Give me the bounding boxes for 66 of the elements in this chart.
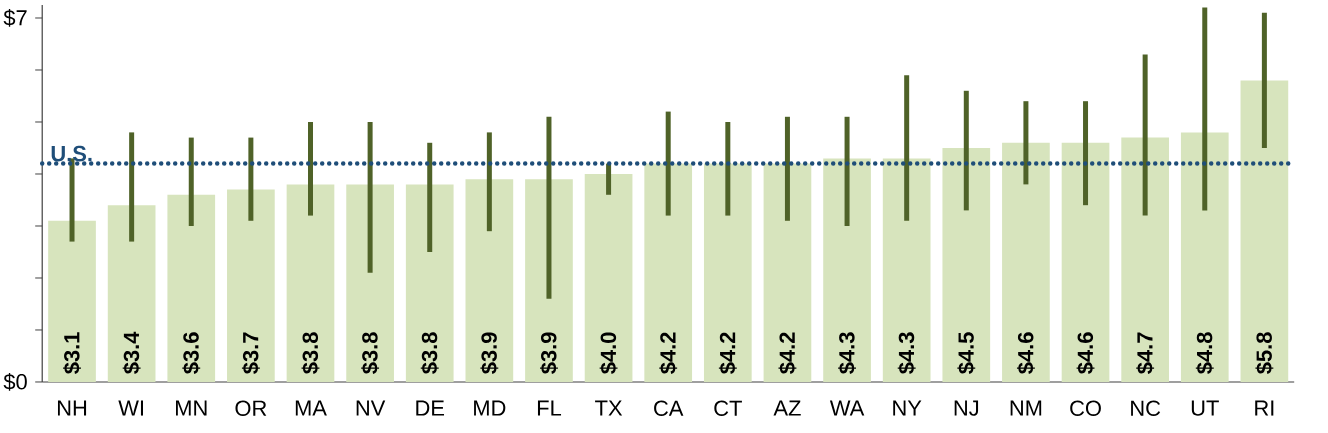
x-tick-label: NH bbox=[57, 400, 87, 416]
bar bbox=[465, 179, 514, 382]
bar bbox=[1240, 80, 1289, 382]
x-tick-label: MD bbox=[474, 400, 506, 416]
x-tick-label: MA bbox=[295, 400, 327, 416]
data-label: $3.8 bbox=[420, 332, 439, 374]
data-label: $4.2 bbox=[718, 332, 737, 374]
bar bbox=[525, 179, 573, 382]
x-tick-label: UT bbox=[1191, 400, 1219, 416]
x-tick-label: NV bbox=[356, 400, 386, 416]
x-tick-label: RI bbox=[1255, 400, 1274, 416]
x-tick-label: WA bbox=[829, 400, 865, 416]
bar bbox=[823, 158, 871, 382]
bar bbox=[107, 205, 156, 382]
data-label: $4.6 bbox=[1076, 332, 1095, 374]
x-tick-label: NJ bbox=[954, 400, 979, 416]
bar bbox=[1002, 142, 1050, 382]
data-label: $4.5 bbox=[957, 332, 976, 374]
x-tick-label: DE bbox=[416, 400, 445, 416]
y-tick-label: $0 bbox=[3, 373, 27, 391]
ref-line-label: U.S. bbox=[51, 145, 92, 162]
bar bbox=[286, 184, 335, 382]
x-tick-label: AZ bbox=[773, 400, 801, 416]
data-label: $3.1 bbox=[63, 332, 81, 374]
x-tick-label: NM bbox=[1010, 400, 1042, 416]
bar bbox=[48, 220, 96, 382]
bar bbox=[346, 184, 394, 382]
data-label: $5.8 bbox=[1255, 332, 1274, 374]
data-label: $3.9 bbox=[540, 332, 558, 374]
y-tick-label: $7 bbox=[3, 9, 27, 27]
x-tick-label: NC bbox=[1131, 400, 1161, 417]
bar bbox=[584, 173, 633, 382]
data-label: $4.7 bbox=[1136, 332, 1155, 374]
x-tick-label: NY bbox=[893, 400, 922, 416]
data-label: $3.4 bbox=[122, 331, 141, 374]
data-label: $3.8 bbox=[301, 332, 320, 374]
x-tick-label: OR bbox=[235, 400, 267, 417]
bar bbox=[763, 163, 812, 382]
data-label: $3.9 bbox=[480, 332, 499, 374]
data-label: $3.6 bbox=[182, 332, 201, 374]
bar bbox=[644, 163, 693, 382]
data-label: $4.2 bbox=[659, 332, 678, 374]
data-label: $4.3 bbox=[838, 332, 856, 374]
data-label: $4.0 bbox=[599, 332, 618, 374]
x-tick-label: CT bbox=[714, 400, 742, 417]
bar bbox=[703, 163, 752, 382]
data-label: $4.3 bbox=[897, 332, 916, 374]
x-tick-label: FL bbox=[537, 400, 562, 416]
x-tick-label: TX bbox=[595, 400, 623, 416]
bar bbox=[1121, 137, 1169, 382]
x-tick-label: CA bbox=[654, 400, 684, 417]
bar bbox=[882, 158, 931, 382]
x-tick-label: WI bbox=[118, 400, 143, 416]
bar bbox=[942, 147, 991, 382]
data-label: $3.7 bbox=[241, 332, 260, 374]
bar bbox=[405, 184, 454, 382]
data-label: $3.8 bbox=[361, 332, 380, 374]
x-tick-label: CO bbox=[1070, 400, 1101, 417]
x-tick-label: MN bbox=[176, 400, 207, 416]
data-label: $4.2 bbox=[778, 332, 797, 374]
data-label: $4.8 bbox=[1195, 332, 1214, 374]
data-label: $4.6 bbox=[1016, 332, 1035, 374]
bar bbox=[227, 189, 275, 382]
bar bbox=[1061, 142, 1110, 382]
bar bbox=[1180, 132, 1229, 382]
bar bbox=[167, 194, 216, 382]
